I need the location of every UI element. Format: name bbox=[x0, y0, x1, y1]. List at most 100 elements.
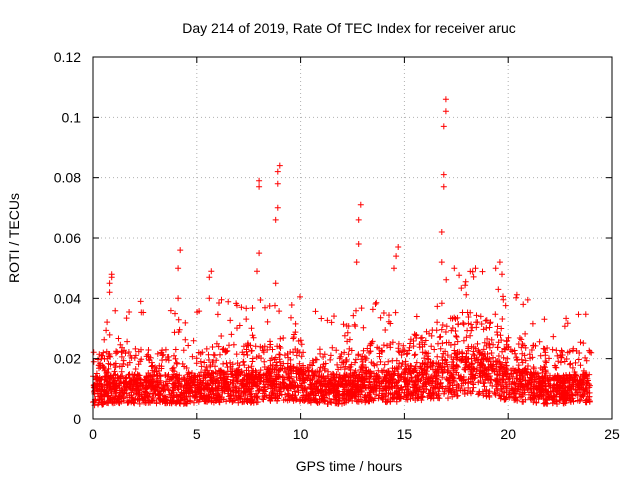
data-point bbox=[101, 336, 108, 343]
data-point bbox=[98, 355, 105, 362]
data-point bbox=[242, 383, 249, 390]
data-point bbox=[146, 356, 153, 363]
data-point bbox=[569, 364, 576, 371]
data-point bbox=[180, 347, 187, 354]
data-point bbox=[408, 375, 415, 382]
data-point bbox=[480, 346, 487, 353]
data-point bbox=[409, 392, 416, 399]
data-point bbox=[452, 350, 459, 357]
data-point bbox=[206, 387, 213, 393]
data-point bbox=[151, 385, 158, 392]
data-point bbox=[526, 379, 533, 386]
data-point bbox=[529, 354, 536, 361]
data-point bbox=[129, 383, 136, 390]
data-point bbox=[386, 312, 392, 319]
data-point bbox=[465, 314, 472, 320]
data-point bbox=[420, 380, 427, 387]
data-point bbox=[145, 399, 152, 406]
data-point bbox=[277, 374, 284, 381]
data-point bbox=[542, 358, 549, 365]
data-point bbox=[413, 332, 420, 338]
data-point bbox=[404, 396, 411, 403]
x-tick-label: 0 bbox=[89, 426, 97, 442]
data-point bbox=[407, 362, 414, 369]
data-point bbox=[284, 383, 291, 390]
data-point bbox=[510, 370, 517, 377]
data-point bbox=[228, 331, 235, 338]
data-point bbox=[90, 349, 97, 356]
data-point bbox=[537, 365, 544, 371]
data-point bbox=[355, 241, 362, 247]
data-point bbox=[512, 394, 519, 401]
data-point bbox=[372, 301, 379, 307]
data-point bbox=[439, 322, 446, 328]
grid-lines bbox=[93, 57, 612, 419]
data-point bbox=[207, 363, 214, 370]
data-point bbox=[583, 379, 590, 386]
data-point bbox=[550, 375, 557, 382]
data-point bbox=[567, 399, 574, 405]
data-point bbox=[174, 384, 181, 391]
data-point bbox=[196, 373, 203, 380]
data-point bbox=[396, 360, 403, 367]
data-point bbox=[233, 374, 240, 381]
data-point bbox=[529, 394, 536, 401]
data-point bbox=[277, 351, 283, 358]
data-point bbox=[424, 353, 431, 360]
data-point bbox=[250, 334, 257, 341]
data-point bbox=[454, 338, 461, 345]
data-point bbox=[385, 358, 392, 365]
data-point bbox=[347, 382, 354, 389]
data-point bbox=[300, 372, 307, 378]
data-point bbox=[367, 342, 374, 349]
data-point bbox=[533, 382, 540, 388]
data-point bbox=[462, 358, 469, 365]
data-point bbox=[563, 395, 570, 402]
data-point bbox=[236, 394, 243, 401]
data-point bbox=[110, 400, 117, 407]
data-point bbox=[447, 342, 454, 348]
data-point bbox=[287, 381, 294, 388]
data-point bbox=[484, 366, 491, 373]
data-point bbox=[348, 374, 355, 381]
data-point bbox=[513, 375, 520, 382]
data-point bbox=[197, 350, 204, 357]
data-point bbox=[240, 359, 247, 366]
data-point bbox=[121, 389, 128, 396]
data-point bbox=[181, 400, 188, 407]
data-point bbox=[504, 355, 511, 362]
data-point bbox=[518, 356, 525, 363]
data-point bbox=[181, 363, 188, 370]
data-point bbox=[192, 376, 199, 383]
data-point bbox=[451, 350, 458, 357]
data-point bbox=[550, 333, 557, 340]
data-point bbox=[272, 375, 279, 382]
data-point bbox=[437, 380, 444, 387]
data-point bbox=[382, 327, 389, 333]
data-point bbox=[362, 364, 369, 371]
data-point bbox=[238, 369, 245, 376]
data-point bbox=[103, 327, 110, 334]
data-point bbox=[506, 374, 513, 380]
data-point bbox=[498, 393, 505, 400]
data-point bbox=[567, 360, 574, 367]
data-point bbox=[261, 343, 268, 350]
data-point bbox=[210, 359, 217, 365]
data-point bbox=[483, 317, 490, 324]
data-point bbox=[557, 352, 564, 359]
data-point bbox=[542, 383, 549, 390]
data-point bbox=[220, 370, 227, 377]
data-point bbox=[154, 387, 161, 394]
data-point bbox=[175, 295, 182, 302]
data-point bbox=[147, 372, 154, 379]
data-point bbox=[399, 386, 406, 393]
data-point bbox=[182, 336, 189, 343]
data-point bbox=[131, 371, 138, 378]
data-point bbox=[327, 352, 334, 359]
data-point bbox=[248, 348, 255, 354]
data-point bbox=[409, 378, 416, 385]
data-point bbox=[329, 344, 336, 351]
data-point bbox=[490, 341, 497, 348]
data-point bbox=[214, 383, 221, 390]
data-point bbox=[489, 362, 496, 369]
